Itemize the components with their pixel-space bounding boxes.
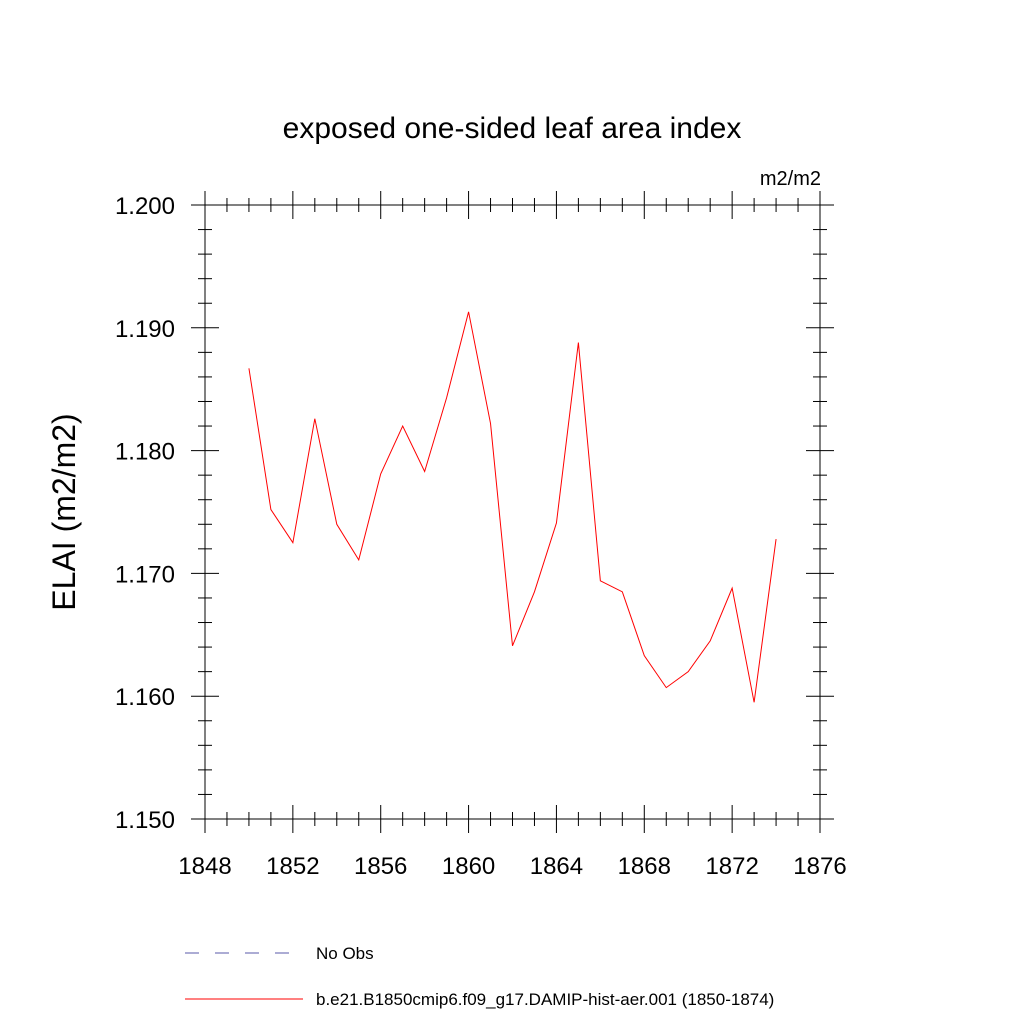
x-tick-label: 1864 — [530, 853, 583, 880]
x-tick-label: 1852 — [266, 853, 319, 880]
x-tick-label: 1856 — [354, 853, 407, 880]
axis-ticks — [191, 191, 834, 833]
legend-label-no-obs: No Obs — [316, 944, 374, 963]
x-tick-label: 1860 — [442, 853, 495, 880]
x-tick-label: 1848 — [178, 853, 231, 880]
legend-label-series: b.e21.B1850cmip6.f09_g17.DAMIP-hist-aer.… — [316, 990, 774, 1009]
y-tick-label: 1.200 — [115, 193, 175, 220]
y-tick-label: 1.150 — [115, 807, 175, 834]
y-tick-label: 1.170 — [115, 561, 175, 588]
axis-tick-labels: 1848 1852 1856 1860 1864 1868 1872 1876 1.150 1.1… — [115, 193, 847, 880]
chart-title: exposed one-sided leaf area index — [283, 112, 742, 145]
units-label: m2/m2 — [760, 168, 821, 190]
x-tick-label: 1872 — [705, 853, 758, 880]
y-tick-label: 1.160 — [115, 684, 175, 711]
x-tick-label: 1876 — [793, 853, 846, 880]
series-line-0 — [248, 311, 777, 703]
y-tick-label: 1.190 — [115, 316, 175, 343]
series-layer — [248, 311, 777, 703]
plot-frame — [204, 204, 821, 820]
y-axis-label: ELAI (m2/m2) — [46, 413, 82, 610]
y-tick-label: 1.180 — [115, 439, 175, 466]
legend: No Obs b.e21.B1850cmip6.f09_g17.DAMIP-hi… — [185, 944, 774, 1009]
x-tick-label: 1868 — [618, 853, 671, 880]
